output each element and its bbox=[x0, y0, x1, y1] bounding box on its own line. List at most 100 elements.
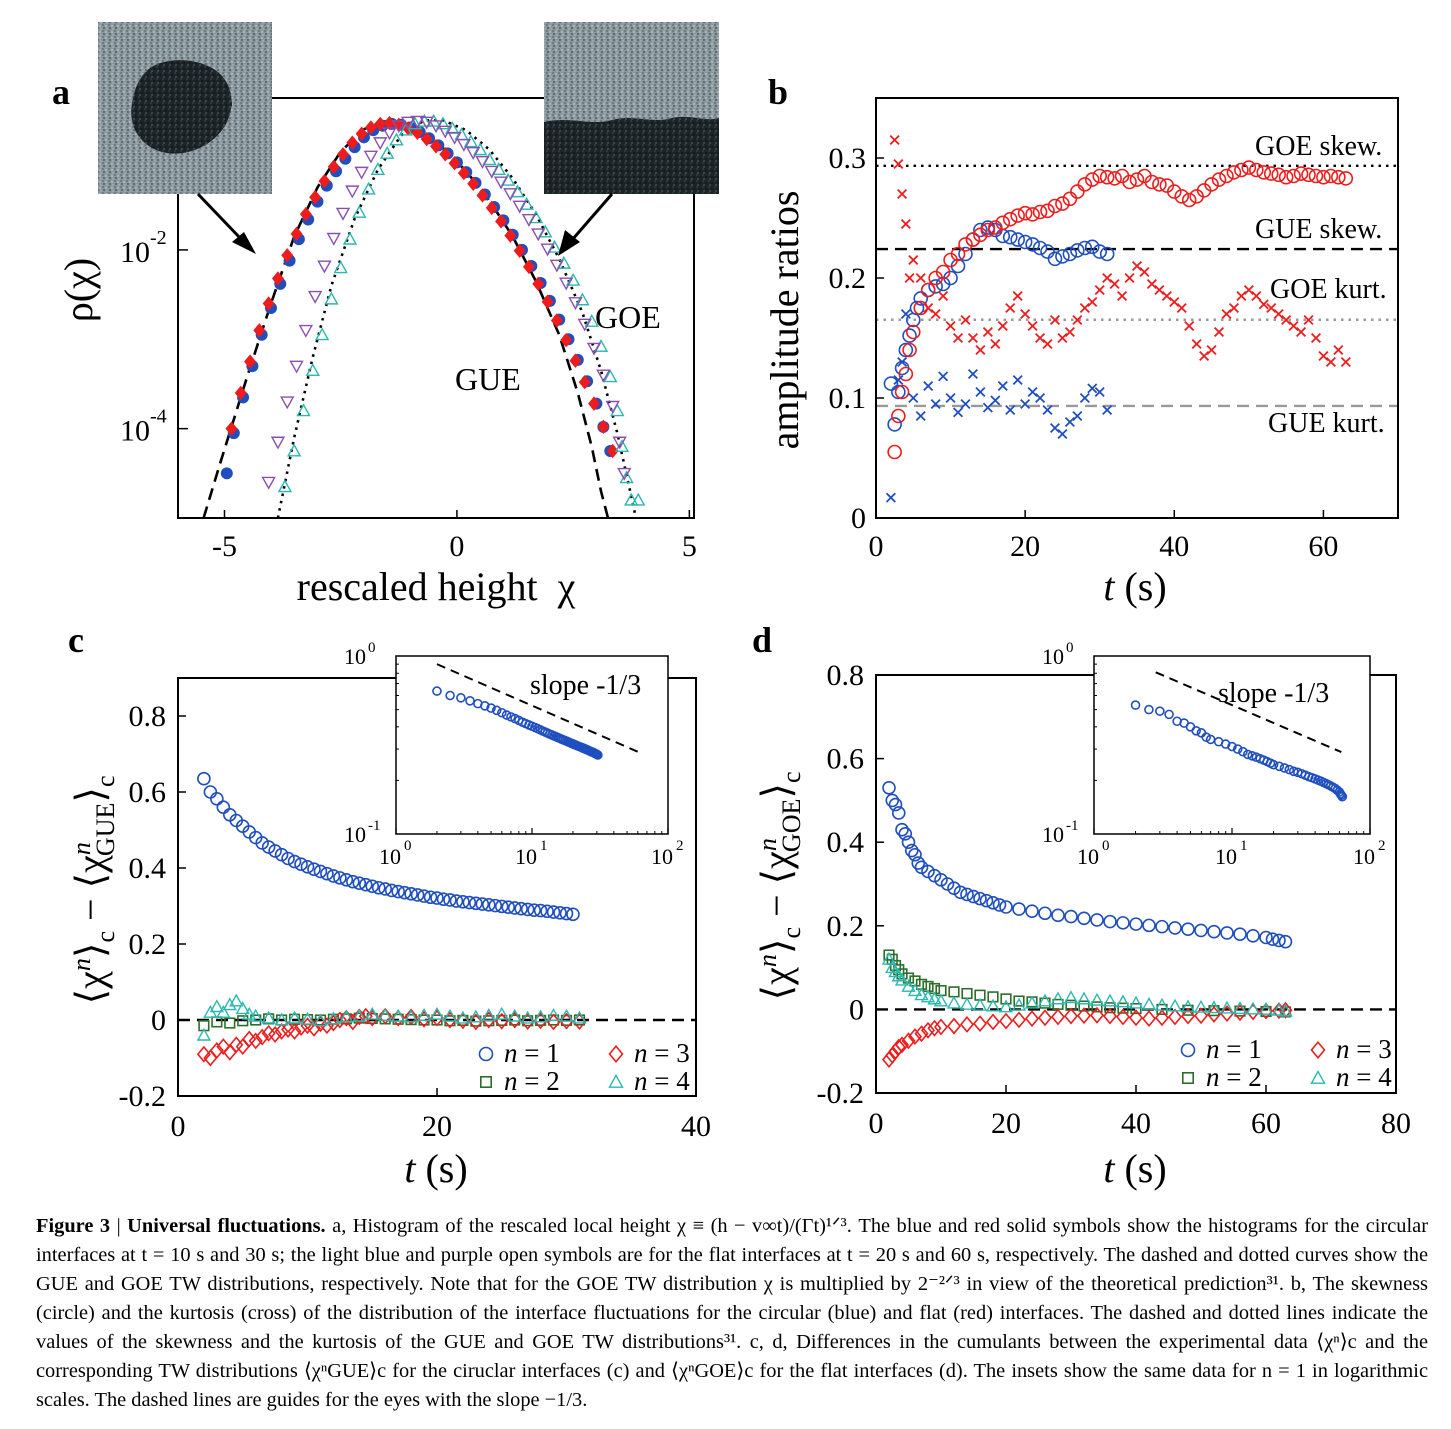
panel-b-point-blue-cross bbox=[885, 492, 896, 503]
panel-b-point-red-circle bbox=[1129, 172, 1145, 187]
panel-c-ytick-label: -0.2 bbox=[119, 1080, 167, 1113]
panel-a-point-red bbox=[309, 189, 322, 205]
panel-c-point-blue bbox=[391, 884, 405, 899]
panel-c-point-red bbox=[216, 1038, 231, 1056]
panel-c-inset-xtick-label: 10 bbox=[379, 844, 401, 869]
panel-b-point-red-circle bbox=[1286, 168, 1301, 184]
panel-c-point-green bbox=[224, 1017, 236, 1029]
panel-b-point-blue-cross bbox=[960, 398, 971, 410]
panel-d-point-blue bbox=[1259, 930, 1273, 945]
panel-b-point-red-circle bbox=[1055, 196, 1070, 211]
panel-d-point-blue bbox=[1207, 924, 1221, 939]
panel-c-inset-point bbox=[432, 686, 442, 696]
panel-b-point-blue-cross bbox=[1072, 410, 1083, 422]
panel-c-point-blue bbox=[294, 857, 308, 872]
panel-d-inset-xtick-exponent: 1 bbox=[1240, 838, 1248, 854]
panel-a-point-red bbox=[448, 156, 461, 171]
panel-d-point-lightblue bbox=[914, 987, 929, 1001]
panel-b-point-red-cross bbox=[889, 134, 900, 146]
panel-a-point-purple bbox=[503, 188, 518, 202]
panel-c-point-lightblue bbox=[222, 997, 237, 1011]
panel-d-point-lightblue bbox=[1115, 994, 1131, 1008]
panel-d-inset-xtick-label: 10 bbox=[1215, 844, 1237, 869]
panel-c-point-lightblue bbox=[287, 1010, 302, 1024]
panel-a-point-lightblue bbox=[472, 142, 488, 156]
panel-b-point-red-cross bbox=[1169, 296, 1180, 308]
panel-b-point-blue-circle bbox=[1032, 240, 1048, 256]
panel-b-point-blue-circle bbox=[1010, 232, 1025, 247]
panel-d-point-lightblue bbox=[1037, 993, 1053, 1007]
panel-b-point-red-cross bbox=[1273, 308, 1284, 320]
panel-d-point-lightblue bbox=[1076, 991, 1092, 1005]
panel-d-point-green bbox=[948, 986, 960, 998]
legend-label: n = 3 bbox=[634, 1038, 690, 1068]
panel-d-inset-axes: 10 0 10 1 10 210 010 -1 bbox=[1042, 640, 1386, 869]
panel-d-inset-point bbox=[1232, 744, 1243, 754]
panel-d-point-red bbox=[894, 1036, 910, 1054]
panel-b-point-blue-cross bbox=[952, 407, 964, 418]
panel-d-point-red bbox=[901, 1032, 916, 1050]
arrow-to-circular bbox=[196, 192, 256, 254]
panel-c-point-blue bbox=[203, 785, 218, 799]
panel-c-point-blue bbox=[371, 880, 386, 895]
panel-b-point-red-circle bbox=[1002, 211, 1018, 227]
panel-c-point-lightblue bbox=[274, 1012, 289, 1026]
panel-d-point-red bbox=[1102, 1007, 1118, 1025]
panel-a-point-lightblue bbox=[314, 327, 330, 341]
panel-c-point-blue bbox=[365, 879, 380, 894]
panel-a-point-lightblue bbox=[398, 122, 413, 136]
caption-label: Figure 3 bbox=[36, 1215, 111, 1237]
panel-b-point-blue-circle bbox=[1055, 249, 1070, 264]
legend-label: n = 1 bbox=[504, 1038, 560, 1068]
panel-d-inset-point bbox=[1284, 764, 1295, 775]
panel-d-point-lightblue bbox=[1271, 1002, 1287, 1016]
panel-c-point-blue bbox=[320, 866, 334, 881]
panel-d-point-lightblue bbox=[1141, 996, 1157, 1010]
flat-interface-image bbox=[544, 22, 719, 194]
panel-d-point-lightblue bbox=[1050, 991, 1066, 1005]
panel-d-xtick-label: 0 bbox=[869, 1107, 884, 1140]
panel-b-point-red-cross bbox=[1251, 290, 1262, 302]
panel-c-point-red bbox=[345, 1013, 360, 1031]
panel-b-point-red-cross bbox=[1109, 278, 1120, 290]
panel-a-point-red bbox=[495, 214, 508, 229]
panel-c-point-lightblue bbox=[429, 1006, 445, 1020]
panel-c-point-red bbox=[229, 1036, 244, 1054]
panel-d-point-red bbox=[1037, 1009, 1053, 1027]
panel-b-point-blue-cross bbox=[1102, 404, 1113, 416]
panel-c-point-lightblue bbox=[248, 1008, 263, 1022]
panel-b-axes: 0 20 40 60 0 0.1 0.2 0.3 bbox=[829, 142, 1339, 563]
panel-c-point-lightblue bbox=[242, 1006, 257, 1020]
panel-a-point-purple bbox=[531, 228, 546, 242]
panel-c-ylabel: ⟨χn⟩c − ⟨χnGUE⟩c bbox=[67, 775, 120, 1004]
panel-d-point-blue bbox=[904, 843, 919, 858]
panel-a-frame bbox=[177, 97, 695, 519]
panel-b-point-red-cross bbox=[1012, 290, 1023, 302]
panel-c-xtick-label: 40 bbox=[681, 1110, 711, 1143]
panel-c-inset-ytick-exponent: 0 bbox=[368, 640, 376, 656]
panel-b-point-blue-circle bbox=[973, 222, 988, 238]
panel-d-point-blue bbox=[1246, 929, 1260, 943]
panel-a-point-red bbox=[504, 228, 517, 243]
panel-c: 0 20 40-0.200.20.40.60.8 t (s) ⟨χn⟩c − ⟨χn… bbox=[67, 640, 711, 1191]
panel-b-point-red-cross bbox=[1318, 350, 1329, 362]
panel-b-xtick-label: 60 bbox=[1308, 530, 1338, 563]
panel-a-point-red bbox=[244, 354, 257, 369]
panel-d-ytick-label: 0.8 bbox=[827, 659, 865, 692]
panel-d-point-blue bbox=[888, 797, 903, 812]
panel-d-point-red bbox=[1154, 1009, 1170, 1027]
panel-b-xlabel: t (s) bbox=[1103, 564, 1166, 609]
panel-d-ytick-label: 0 bbox=[849, 993, 864, 1026]
panel-b-point-red-cross bbox=[1340, 356, 1351, 368]
panel-label-c: c bbox=[68, 620, 84, 660]
panel-b-point-red-circle bbox=[1047, 198, 1063, 214]
panel-b-point-red-circle bbox=[1181, 192, 1197, 208]
panel-b-point-red-circle bbox=[1234, 162, 1249, 178]
panel-b-point-red-cross bbox=[900, 218, 911, 230]
panel-d-point-blue bbox=[960, 887, 974, 902]
panel-a-point-lightblue bbox=[342, 231, 358, 245]
panel-a-point-red bbox=[355, 126, 368, 141]
panel-b-point-blue-circle bbox=[1062, 246, 1078, 262]
panel-b-point-red-circle bbox=[958, 237, 973, 252]
panel-b-point-blue-cross bbox=[908, 392, 919, 404]
